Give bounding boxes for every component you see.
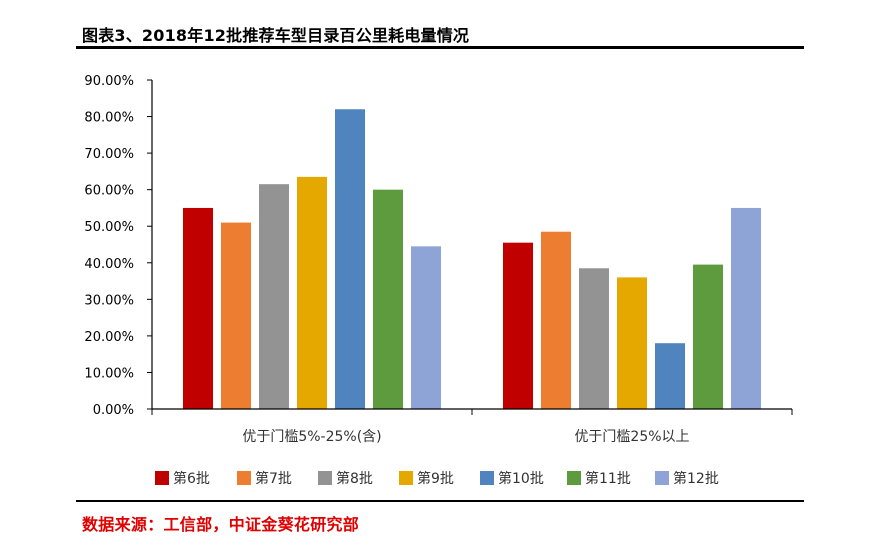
y-tick-label: 0.00%	[93, 403, 134, 418]
bars	[183, 109, 761, 409]
legend: 第6批 第7批 第8批 第9批 第10批 第11批 第12批	[155, 470, 719, 487]
source-note: 数据来源：工信部，中证金葵花研究部	[82, 515, 360, 534]
legend-swatch	[480, 471, 494, 485]
bar-0-5	[373, 189, 403, 409]
bar-1-4	[655, 343, 685, 409]
y-tick-label: 80.00%	[84, 111, 134, 126]
legend-swatch	[567, 471, 581, 485]
legend-swatch	[237, 471, 251, 485]
axes	[151, 80, 793, 415]
bar-0-1	[221, 222, 251, 409]
legend-label: 第10批	[498, 470, 544, 487]
legend-label: 第7批	[255, 470, 292, 487]
y-tick-label: 50.00%	[84, 220, 134, 235]
y-tick-label: 30.00%	[84, 293, 134, 308]
bar-0-0	[183, 207, 213, 409]
bar-0-4	[335, 109, 365, 409]
y-tick-label: 10.00%	[84, 366, 134, 381]
legend-label: 第8批	[336, 470, 373, 487]
legend-swatch	[655, 471, 669, 485]
bar-1-5	[693, 264, 723, 409]
y-axis-ticks: 0.00% 10.00% 20.00% 30.00% 40.00% 50.00% 60.00…	[84, 74, 152, 418]
bar-0-2	[259, 184, 289, 409]
legend-label: 第12批	[673, 470, 719, 487]
title-rule	[76, 46, 804, 49]
bar-1-0	[503, 242, 533, 409]
bar-1-3	[617, 277, 647, 409]
figure-title: 图表3、2018年12批推荐车型目录百公里耗电量情况	[82, 26, 470, 45]
y-tick-label: 90.00%	[84, 74, 134, 89]
source-rule	[76, 500, 804, 502]
bar-1-6	[731, 207, 761, 409]
y-tick-label: 70.00%	[84, 147, 134, 162]
y-tick-label: 60.00%	[84, 184, 134, 199]
legend-swatch	[155, 471, 169, 485]
legend-label: 第6批	[173, 470, 210, 487]
bar-1-1	[541, 231, 571, 409]
y-tick-label: 40.00%	[84, 257, 134, 272]
bar-1-2	[579, 268, 609, 409]
x-tick-label: 优于门槛5%-25%(含)	[242, 429, 381, 445]
legend-label: 第11批	[585, 470, 631, 487]
bar-0-3	[297, 176, 327, 409]
legend-swatch	[318, 471, 332, 485]
legend-swatch	[399, 471, 413, 485]
x-axis-labels: 优于门槛5%-25%(含) 优于门槛25%以上	[242, 429, 689, 445]
bar-0-6	[411, 246, 441, 409]
y-tick-label: 20.00%	[84, 330, 134, 345]
x-tick-label: 优于门槛25%以上	[574, 429, 689, 445]
legend-label: 第9批	[417, 470, 454, 487]
